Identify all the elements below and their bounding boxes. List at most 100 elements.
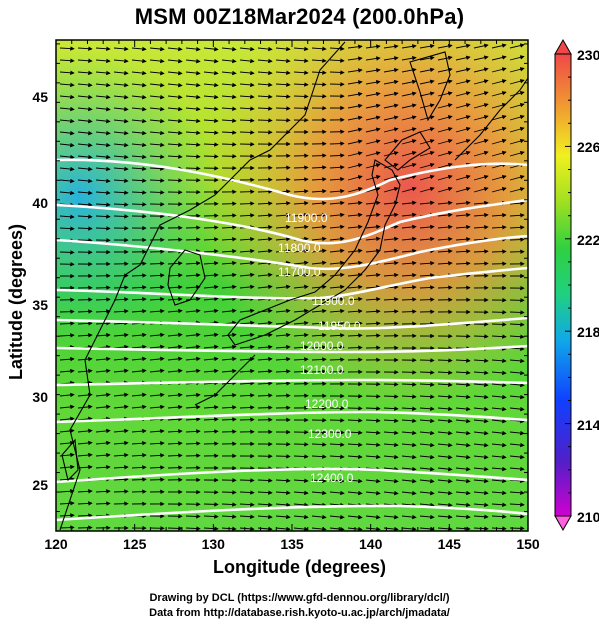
wind-arrow	[77, 130, 93, 136]
wind-arrow	[203, 368, 219, 374]
wind-arrow	[347, 80, 363, 85]
wind-arrow	[365, 248, 381, 254]
wind-arrow	[95, 368, 111, 374]
wind-arrow	[131, 368, 147, 374]
wind-arrow	[239, 405, 255, 410]
wind-arrow	[329, 321, 345, 326]
wind-arrow	[149, 392, 165, 398]
wind-arrow	[167, 154, 183, 159]
wind-arrow	[257, 224, 273, 230]
wind-arrow	[131, 178, 147, 183]
wind-arrow	[221, 344, 237, 350]
y-tick-label: 25	[32, 477, 48, 493]
wind-arrow	[437, 150, 453, 157]
wind-arrow	[329, 454, 345, 459]
wind-arrow	[509, 358, 525, 364]
wind-arrow	[149, 106, 165, 112]
wind-arrow	[293, 320, 309, 326]
wind-arrow	[131, 404, 147, 410]
wind-arrow	[293, 381, 309, 386]
wind-arrow	[257, 356, 273, 362]
wind-arrow	[311, 224, 327, 230]
contour-label: 11800.0	[278, 241, 321, 255]
wind-arrow	[77, 368, 93, 374]
wind-arrow	[311, 177, 327, 182]
wind-arrow	[347, 333, 363, 338]
wind-arrow	[401, 139, 417, 145]
wind-arrow	[149, 70, 165, 76]
wind-arrow	[383, 418, 399, 423]
wind-arrow	[509, 382, 525, 388]
wind-arrow	[149, 46, 165, 52]
colorbar: 230 226 222 218 214 210	[554, 38, 599, 532]
wind-arrow	[455, 358, 471, 363]
wind-arrow	[419, 43, 435, 49]
x-axis-label: Longitude (degrees)	[212, 557, 386, 577]
wind-arrow	[131, 453, 147, 458]
wind-arrow	[185, 332, 201, 338]
wind-arrow	[419, 224, 435, 230]
wind-arrow	[419, 79, 435, 85]
wind-arrow	[275, 332, 291, 338]
wind-arrow	[437, 236, 453, 242]
wind-arrow	[509, 514, 525, 519]
contour-line	[56, 410, 528, 424]
wind-arrow	[365, 44, 381, 49]
wind-arrow	[113, 130, 129, 136]
wind-arrow	[509, 55, 525, 61]
wind-arrow	[509, 430, 525, 436]
japan-honshu	[227, 159, 401, 346]
wind-arrow	[59, 416, 75, 422]
y-tick-label: 35	[32, 297, 48, 313]
wind-arrow	[473, 55, 489, 61]
wind-arrow	[293, 224, 309, 230]
wind-arrow	[239, 106, 255, 111]
wind-arrow	[203, 58, 219, 64]
wind-arrow	[455, 430, 471, 436]
wind-arrow	[383, 260, 399, 266]
wind-arrow	[239, 308, 255, 314]
wind-arrow	[419, 502, 435, 508]
wind-arrow	[401, 67, 417, 73]
wind-arrow	[113, 178, 129, 183]
wind-arrow	[293, 58, 309, 64]
wind-arrow	[383, 490, 399, 496]
wind-arrow	[419, 139, 435, 145]
wind-arrow	[203, 356, 219, 362]
x-axis-ticks: 120 125 130 135 140 145 150	[44, 536, 540, 552]
wind-arrow	[311, 58, 327, 63]
wind-arrow	[131, 190, 147, 195]
wind-arrow	[329, 478, 345, 484]
wind-arrow	[95, 332, 111, 338]
wind-arrow	[401, 127, 417, 133]
wind-arrow	[455, 79, 471, 85]
wind-arrow	[149, 190, 165, 195]
wind-arrow	[473, 358, 489, 363]
wind-arrow	[365, 212, 381, 218]
wind-arrow	[455, 466, 471, 472]
wind-arrow	[149, 130, 165, 136]
x-tick-label: 135	[280, 536, 304, 552]
wind-arrow	[383, 163, 399, 169]
wind-arrow	[203, 82, 219, 88]
x-tick-label: 120	[44, 536, 68, 552]
wind-arrow	[437, 162, 453, 169]
wind-arrow	[311, 357, 327, 362]
wind-arrow	[509, 225, 525, 230]
wind-arrow	[149, 178, 165, 183]
wind-arrow	[491, 187, 507, 193]
wind-arrow	[293, 165, 309, 170]
wind-arrow	[167, 106, 183, 112]
wind-arrow	[239, 94, 255, 100]
wind-arrow	[491, 394, 507, 400]
wind-arrow	[311, 284, 327, 290]
wind-arrow	[239, 296, 255, 302]
wind-arrow	[455, 502, 471, 508]
wind-arrow	[329, 284, 345, 290]
wind-arrow	[149, 142, 165, 148]
wind-arrow	[509, 213, 525, 218]
wind-arrow	[77, 118, 93, 124]
wind-arrow	[257, 502, 273, 507]
wind-arrow	[311, 333, 327, 338]
wind-arrow	[167, 70, 183, 76]
